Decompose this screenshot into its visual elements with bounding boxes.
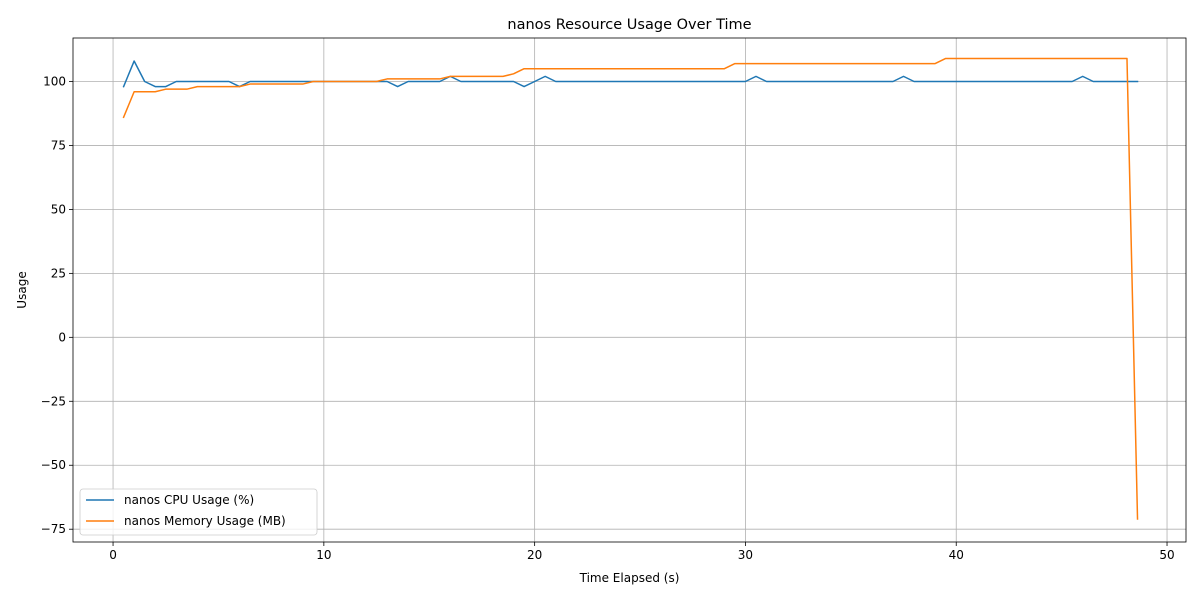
x-tick-label: 0 (109, 548, 117, 562)
memory-usage-line (122, 57, 1139, 520)
cpu-usage-line (122, 60, 1139, 88)
y-axis-label: Usage (15, 271, 29, 308)
y-axis-ticks: −75 −50 −25 0 25 50 75 100 (41, 74, 73, 536)
x-tick-label: 50 (1159, 548, 1174, 562)
y-tick-label: 50 (51, 202, 66, 216)
x-tick-label: 10 (316, 548, 331, 562)
x-tick-label: 30 (738, 548, 753, 562)
legend-box (79, 488, 318, 536)
y-tick-label: 75 (51, 138, 66, 152)
x-axis-ticks: 0 10 20 30 40 50 (109, 542, 1175, 562)
y-tick-label: 0 (58, 330, 66, 344)
y-tick-label: −75 (41, 522, 66, 536)
legend-label-cpu: nanos CPU Usage (%) (124, 493, 254, 507)
legend-label-memory: nanos Memory Usage (MB) (124, 514, 286, 528)
x-tick-label: 40 (949, 548, 964, 562)
legend: nanos CPU Usage (%) nanos Memory Usage (… (79, 488, 318, 536)
x-tick-label: 20 (527, 548, 542, 562)
series-lines (122, 57, 1139, 520)
y-tick-label: 100 (43, 74, 66, 88)
plot-frame (72, 37, 1187, 543)
y-tick-label: 25 (51, 266, 66, 280)
plot-background (73, 38, 1186, 542)
x-axis-label: Time Elapsed (s) (579, 571, 680, 585)
y-tick-label: −25 (41, 394, 66, 408)
y-tick-label: −50 (41, 458, 66, 472)
chart-title: nanos Resource Usage Over Time (507, 17, 751, 33)
